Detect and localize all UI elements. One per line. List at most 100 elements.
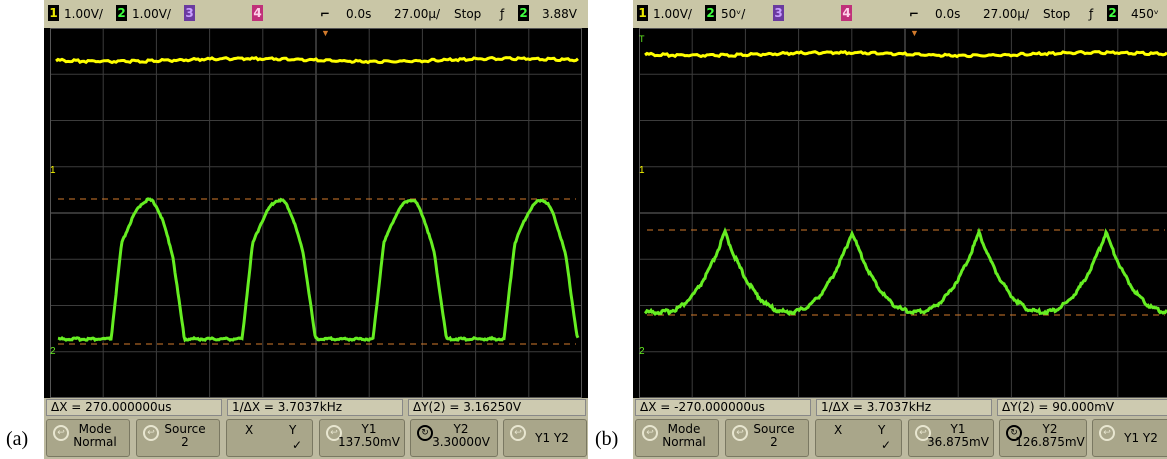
channel-2-trace (57, 197, 580, 343)
mode-softkey-value: Normal (662, 435, 706, 449)
trigger-channel: 2 (518, 5, 529, 21)
softkey-bar: ↩ Mode Normal ↩ Source 2 X Y ✓ ↩ Y1 36.8… (633, 416, 1167, 459)
mode-softkey[interactable]: ↩ Mode Normal (635, 419, 719, 457)
knob-icon: ↩ (326, 425, 342, 441)
timebase-scale: 27.00µ/ (394, 7, 441, 21)
trigger-marker-icon[interactable]: ▼ (321, 28, 330, 38)
channel-2-indicator[interactable]: 2 (116, 5, 127, 21)
softkey-bar: ↩ Mode Normal ↩ Source 2 X Y ✓ ↩ Y1 137.… (44, 416, 588, 459)
knob-icon: ↩ (143, 425, 159, 441)
trigger-level-marker[interactable]: T (639, 34, 645, 44)
channel-2-scale: 50ᵛ/ (721, 7, 746, 21)
source-softkey[interactable]: ↩ Source 2 (136, 419, 220, 457)
knob-icon: ↩ (732, 425, 748, 441)
knob-icon: ↩ (1099, 425, 1115, 441)
source-softkey-value: 2 (181, 435, 189, 449)
run-state: Stop (1043, 7, 1071, 21)
panel-label-b: (b) (595, 428, 619, 450)
y1-softkey-value: 36.875mV (927, 435, 989, 449)
x-option: X (834, 423, 843, 437)
knob-icon: ↩ (53, 425, 69, 441)
xy-softkey[interactable]: X Y ✓ (815, 419, 902, 457)
trigger-position-icon: ⌐ (320, 7, 331, 21)
knob-icon: ↩ (642, 425, 658, 441)
channel-2-ground-marker[interactable]: 2 (50, 346, 56, 357)
measurement-bar: ΔX = -270.000000us 1/ΔX = 3.7037kHz ΔY(2… (633, 398, 1167, 416)
channel-3-indicator[interactable]: 3 (184, 5, 195, 21)
run-state: Stop (454, 7, 482, 21)
channel-1-scale: 1.00V/ (653, 7, 692, 21)
oscilloscope-panel-b: 1 1.00V/ 2 50ᵛ/ 3 4 ⌐ 0.0s 27.00µ/ Stop … (633, 0, 1167, 459)
delta-x-readout: ΔX = -270.000000us (635, 399, 811, 416)
measurement-bar: ΔX = 270.000000us 1/ΔX = 3.7037kHz ΔY(2)… (44, 398, 588, 416)
trigger-slope-icon: ƒ (500, 7, 505, 21)
y1-y2-label: Y1 Y2 (1124, 431, 1158, 445)
panel-label-a: (a) (6, 428, 29, 450)
graticule (50, 28, 582, 398)
y2-softkey-value: 126.875mV (1015, 435, 1085, 449)
waveform-display: 1 2 ▼ (50, 28, 582, 398)
channel-1-indicator[interactable]: 1 (48, 5, 59, 21)
knob-icon: ↩ (510, 425, 526, 441)
source-softkey-title: Source (164, 422, 206, 436)
oscilloscope-panel-a: 1 1.00V/ 2 1.00V/ 3 4 ⌐ 0.0s 27.00µ/ Sto… (44, 0, 588, 459)
y2-softkey[interactable]: ↻ Y2 3.30000V (410, 419, 498, 457)
cursor-lines (647, 229, 1165, 316)
channel-2-scale: 1.00V/ (132, 7, 171, 21)
waveform-display: 1 2 T ▼ (639, 28, 1167, 398)
channel-4-indicator[interactable]: 4 (841, 5, 852, 21)
cursor-lines (58, 198, 576, 345)
channel-2-ground-marker[interactable]: 2 (639, 346, 645, 357)
timebase-scale: 27.00µ/ (983, 7, 1030, 21)
y2-softkey-value: 3.30000V (432, 435, 490, 449)
time-offset: 0.0s (346, 7, 372, 21)
y1-softkey-title: Y1 (950, 422, 966, 436)
y2-softkey[interactable]: ↻ Y2 126.875mV (999, 419, 1087, 457)
source-softkey[interactable]: ↩ Source 2 (725, 419, 809, 457)
channel-2-indicator[interactable]: 2 (705, 5, 716, 21)
status-bar: 1 1.00V/ 2 50ᵛ/ 3 4 ⌐ 0.0s 27.00µ/ Stop … (633, 0, 1167, 28)
channel-1-ground-marker[interactable]: 1 (639, 165, 645, 176)
channel-1-indicator[interactable]: 1 (637, 5, 648, 21)
y-option: Y (289, 423, 297, 437)
knob-icon: ↩ (915, 425, 931, 441)
mode-softkey[interactable]: ↩ Mode Normal (46, 419, 130, 457)
mode-softkey-title: Mode (78, 422, 112, 436)
y1-y2-label: Y1 Y2 (535, 431, 569, 445)
y-option: Y (878, 423, 886, 437)
channel-1-ground-marker[interactable]: 1 (50, 165, 56, 176)
source-softkey-value: 2 (770, 435, 778, 449)
check-icon: ✓ (880, 438, 891, 452)
y1-softkey-value: 137.50mV (338, 435, 400, 449)
trigger-marker-icon[interactable]: ▼ (910, 28, 919, 38)
y1-softkey[interactable]: ↩ Y1 36.875mV (908, 419, 994, 457)
xy-softkey[interactable]: X Y ✓ (226, 419, 313, 457)
inverse-delta-x-readout: 1/ΔX = 3.7037kHz (816, 399, 992, 416)
channel-1-trace (644, 49, 1167, 59)
knob-active-icon: ↻ (1006, 425, 1022, 441)
delta-y-readout: ΔY(2) = 3.16250V (408, 399, 586, 416)
status-bar: 1 1.00V/ 2 1.00V/ 3 4 ⌐ 0.0s 27.00µ/ Sto… (44, 0, 588, 28)
delta-y-readout: ΔY(2) = 90.000mV (997, 399, 1167, 416)
time-offset: 0.0s (935, 7, 961, 21)
channel-3-indicator[interactable]: 3 (773, 5, 784, 21)
y1-softkey[interactable]: ↩ Y1 137.50mV (319, 419, 405, 457)
check-icon: ✓ (291, 438, 302, 452)
delta-x-readout: ΔX = 270.000000us (46, 399, 222, 416)
graticule (639, 28, 1167, 398)
y1-y2-softkey[interactable]: ↩ Y1 Y2 (1092, 419, 1167, 457)
y2-softkey-title: Y2 (1042, 422, 1058, 436)
y1-y2-softkey[interactable]: ↩ Y1 Y2 (503, 419, 587, 457)
mode-softkey-value: Normal (73, 435, 117, 449)
trigger-slope-icon: ƒ (1089, 7, 1094, 21)
trigger-position-icon: ⌐ (909, 7, 920, 21)
channel-4-indicator[interactable]: 4 (252, 5, 263, 21)
channel-2-trace (643, 226, 1167, 317)
source-softkey-title: Source (753, 422, 795, 436)
channel-1-scale: 1.00V/ (64, 7, 103, 21)
trigger-level: 450ᵛ (1131, 7, 1159, 21)
inverse-delta-x-readout: 1/ΔX = 3.7037kHz (227, 399, 403, 416)
x-option: X (245, 423, 254, 437)
y2-softkey-title: Y2 (453, 422, 469, 436)
mode-softkey-title: Mode (667, 422, 701, 436)
